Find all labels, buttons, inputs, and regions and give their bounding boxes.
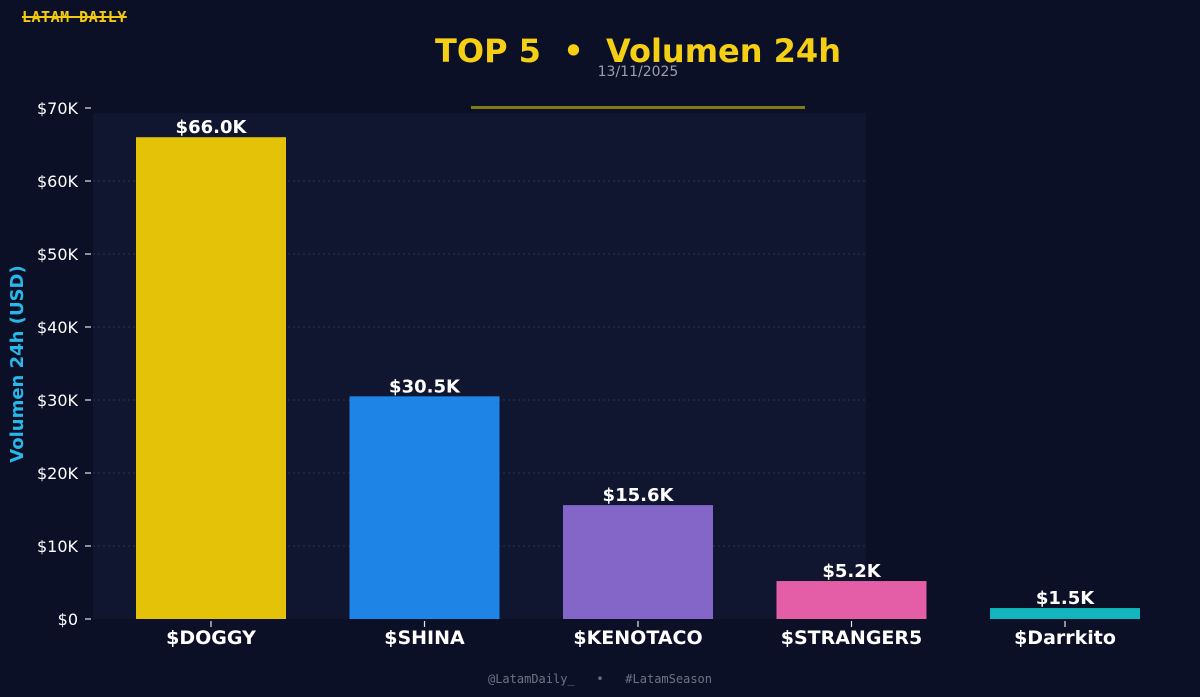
y-tick-label: $50K [37, 245, 79, 264]
y-tick-label: $40K [37, 318, 79, 337]
bar-value-label: $5.2K [822, 561, 881, 582]
bar [136, 137, 286, 619]
bar-value-label: $15.6K [603, 485, 675, 506]
chart-date: 13/11/2025 [597, 64, 679, 80]
bar [349, 396, 500, 619]
x-tick-label: $SHINA [384, 627, 465, 649]
y-tick-label: $70K [37, 99, 79, 118]
bar-value-label: $30.5K [389, 376, 461, 397]
y-tick-label: $30K [37, 391, 79, 410]
y-tick-label: $60K [37, 172, 79, 191]
chart-title: TOP 5 • Volumen 24h [435, 32, 841, 70]
x-tick-label: $DOGGY [166, 627, 256, 649]
y-axis-label: Volumen 24h (USD) [7, 265, 28, 462]
title-underline [471, 106, 805, 109]
bar [990, 608, 1140, 619]
brand-logo: LATAM DAILY [22, 8, 127, 26]
bar [776, 581, 927, 619]
x-tick-label: $Darrkito [1014, 627, 1116, 649]
bar-value-label: $1.5K [1036, 588, 1095, 609]
x-tick-label: $STRANGER5 [781, 627, 923, 649]
footer: @LatamDaily_ • #LatamSeason [0, 672, 1200, 686]
y-tick-label: $20K [37, 464, 79, 483]
y-tick-label: $10K [37, 537, 79, 556]
bar [563, 505, 713, 619]
bar-value-label: $66.0K [176, 117, 248, 138]
x-tick-label: $KENOTACO [573, 627, 702, 649]
y-tick-label: $0 [58, 610, 78, 629]
footer-hashtag: #LatamSeason [625, 672, 712, 686]
footer-separator: • [596, 672, 604, 686]
footer-handle: @LatamDaily_ [487, 672, 575, 686]
